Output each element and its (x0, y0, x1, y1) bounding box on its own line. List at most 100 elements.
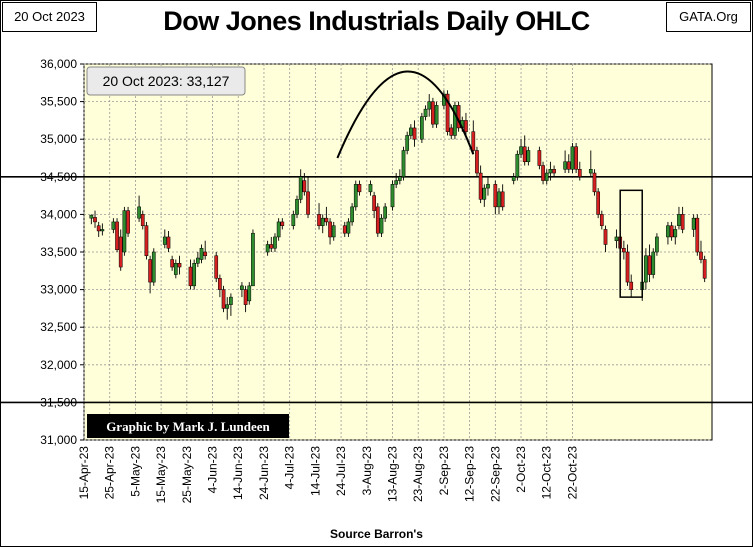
ohlc-bar (328, 218, 332, 245)
y-tick-label: 31,000 (40, 433, 77, 447)
x-tick-label: 24-Jul-23 (334, 446, 348, 496)
ohlc-bar (651, 248, 656, 279)
ohlc-bar (673, 225, 678, 245)
ohlc-bar (195, 252, 200, 268)
ohlc-bar (243, 285, 248, 313)
ohlc-bar (320, 214, 325, 234)
ohlc-bar (173, 259, 178, 279)
ohlc-bar (346, 218, 351, 237)
ohlc-bar (331, 221, 336, 241)
ohlc-bar (412, 120, 417, 147)
x-tick-label: 2-Sep-23 (437, 446, 451, 496)
x-tick-label: 5-May-23 (128, 446, 142, 497)
x-tick-label: 15-May-23 (154, 446, 168, 504)
ohlc-bar (515, 150, 520, 181)
ohlc-bar (166, 230, 171, 252)
ohlc-bar (192, 259, 197, 290)
ohlc-bar (188, 259, 193, 290)
ohlc-bar (644, 248, 648, 290)
ohlc-bar (247, 282, 252, 305)
ohlc-bar (541, 161, 545, 185)
ohlc-bar (574, 142, 578, 174)
ohlc-bar (526, 146, 531, 166)
x-tick-label: 4-Jul-23 (283, 446, 297, 490)
ohlc-bar (276, 218, 281, 241)
x-tick-label: 14-Jun-23 (231, 446, 245, 500)
ohlc-bar (115, 218, 119, 252)
ohlc-bar (449, 124, 454, 140)
ohlc-bar (251, 229, 255, 287)
y-tick-label: 34,500 (40, 170, 77, 184)
highlight-box (619, 189, 643, 298)
ohlc-bar (695, 214, 700, 256)
ohlc-bar (434, 101, 439, 128)
ohlc-bar (699, 240, 703, 264)
ohlc-bar (599, 210, 604, 230)
source-label: GATA.Org (666, 2, 751, 32)
ohlc-bar (372, 191, 376, 219)
ohlc-bar (89, 214, 94, 225)
ohlc-bar (445, 90, 450, 136)
ohlc-bar (478, 165, 483, 204)
ohlc-bar (431, 97, 435, 128)
ohlc-bar (500, 184, 505, 211)
ohlc-bar (214, 252, 219, 283)
ohlc-bar (225, 297, 230, 320)
x-tick-label: 14-Jul-23 (308, 446, 322, 496)
ohlc-bar (280, 218, 285, 230)
ohlc-bar (409, 124, 413, 140)
x-tick-label: 12-Sep-23 (463, 446, 477, 502)
ohlc-bar (394, 173, 399, 189)
ohlc-bar (625, 244, 630, 286)
ohlc-bar (464, 112, 468, 136)
x-tick-label: 4-Jun-23 (206, 446, 220, 494)
ohlc-bar (592, 169, 597, 196)
ohlc-bar (482, 184, 487, 207)
ohlc-bar (588, 150, 593, 177)
ohlc-bar (229, 293, 233, 316)
ohlc-bar (552, 165, 556, 177)
y-tick-label: 32,000 (40, 358, 77, 372)
ohlc-bar (269, 236, 274, 252)
ohlc-bar (577, 161, 582, 181)
ohlc-bar (677, 206, 681, 230)
annotation-text: 20 Oct 2023: 33,127 (103, 73, 230, 89)
ohlc-bar (614, 229, 619, 249)
ohlc-bar (177, 255, 182, 275)
ohlc-bar (537, 146, 542, 170)
ohlc-bar (137, 195, 141, 222)
ohlc-bar (519, 139, 523, 158)
ohlc-bar (493, 180, 498, 215)
ohlc-bar (199, 244, 204, 264)
ohlc-bar (357, 180, 362, 196)
x-tick-label: 25-May-23 (180, 446, 194, 504)
x-tick-label: 12-Oct-23 (540, 446, 554, 500)
y-tick-label: 33,500 (40, 245, 77, 259)
ohlc-bar (353, 180, 358, 211)
ohlc-bar (151, 248, 156, 286)
ohlc-bar (317, 203, 321, 230)
ohlc-bar (497, 188, 501, 215)
ohlc-bar (291, 210, 296, 230)
ohlc-bar (170, 255, 174, 271)
ohlc-bar (453, 101, 457, 140)
ohlc-bar (405, 131, 410, 155)
ohlc-bar (691, 214, 696, 237)
ohlc-bar (350, 203, 354, 226)
ohlc-bar (420, 112, 424, 143)
y-tick-label: 35,500 (40, 95, 77, 109)
ohlc-bar (390, 180, 395, 211)
ohlc-bar (548, 161, 553, 181)
ohlc-bar (669, 221, 674, 241)
ohlc-bar (680, 206, 685, 234)
ohlc-bar (647, 244, 652, 283)
ohlc-bar (397, 169, 402, 185)
y-tick-label: 34,000 (40, 207, 77, 221)
date-label: 20 Oct 2023 (2, 2, 97, 32)
ohlc-bar (273, 233, 277, 252)
x-tick-label: 24-Jun-23 (257, 446, 271, 500)
ohlc-bar (629, 274, 634, 298)
ohlc-bar (379, 214, 384, 237)
ohlc-bar (265, 240, 270, 256)
